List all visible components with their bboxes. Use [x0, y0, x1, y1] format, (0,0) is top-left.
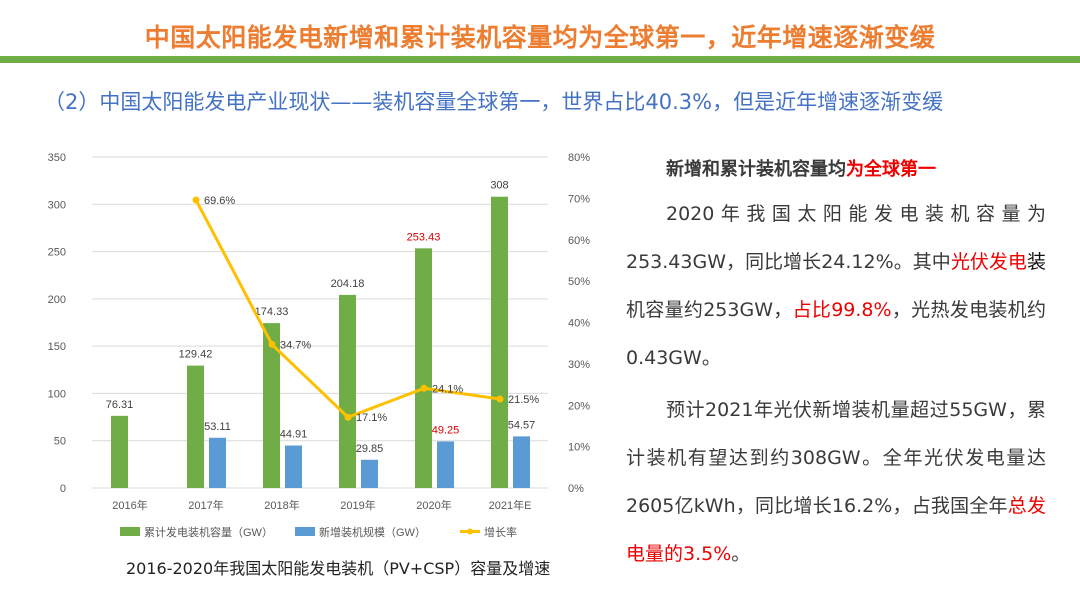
- bar-data-label: 308: [490, 180, 508, 192]
- y-right-tick-label: 20%: [568, 400, 590, 412]
- bar-cumulative: [491, 196, 508, 488]
- slide-subtitle: （2）中国太阳能发电产业现状——装机容量全球第一，世界占比40.3%，但是近年增…: [44, 90, 944, 114]
- y-left-tick-label: 350: [48, 152, 66, 164]
- y-right-tick-label: 60%: [568, 235, 590, 247]
- bar-data-label: 129.42: [179, 349, 213, 361]
- bar-data-label: 253.43: [407, 231, 441, 243]
- y-left-tick-label: 150: [48, 341, 66, 353]
- growth-rate-point: [192, 196, 200, 204]
- summary-heading: 新增和累计装机容量均为全球第一: [666, 150, 1046, 190]
- bar-data-label: 29.85: [356, 443, 384, 455]
- y-left-tick-label: 100: [48, 388, 66, 400]
- y-left-tick-label: 200: [48, 294, 66, 306]
- bar-data-label: 54.57: [508, 419, 536, 431]
- bar-new: [361, 459, 378, 488]
- text-segment: 机容量约253GW，: [626, 299, 793, 321]
- slide-title: 中国太阳能发电新增和累计装机容量均为全球第一，近年增速逐渐变缓: [144, 23, 936, 52]
- y-right-tick-label: 30%: [568, 359, 590, 371]
- bar-cumulative: [111, 415, 128, 488]
- text-segment: 为全球第一: [846, 159, 936, 180]
- line-data-label: 24.1%: [432, 383, 463, 395]
- x-tick-label: 2020年: [416, 498, 451, 512]
- y-left-tick-label: 0: [60, 483, 66, 495]
- legend-label: 累计发电装机容量（GW）: [144, 525, 273, 539]
- text-segment: 光伏发电: [950, 251, 1027, 273]
- text-segment: ，光热发电装机约0.43GW。: [626, 299, 1046, 369]
- y-right-tick-label: 70%: [568, 193, 590, 205]
- text-segment: 2020年我国太阳能发电装机容量为253.43GW，同比增长24.12%。其中: [626, 203, 1046, 273]
- line-data-label: 17.1%: [356, 412, 387, 424]
- legend-swatch: [120, 527, 140, 536]
- bar-cumulative: [263, 323, 280, 488]
- bar-cumulative: [187, 365, 204, 488]
- text-segment: 总发电量的3.5%: [626, 495, 1046, 565]
- growth-rate-point: [344, 413, 352, 421]
- bar-new: [437, 441, 454, 488]
- bar-data-label: 49.25: [432, 424, 460, 436]
- bar-new: [209, 437, 226, 488]
- text-segment: 装: [1026, 251, 1046, 273]
- x-tick-label: 2021年E: [489, 498, 532, 512]
- text-segment: 预计2021年光伏新增装机量超过55GW，累计装机有望达到约308GW。全年光伏…: [626, 399, 1046, 517]
- x-tick-label: 2019年: [340, 498, 375, 512]
- bar-cumulative: [339, 294, 356, 488]
- chart-title: 2016-2020年我国太阳能发电装机（PV+CSP）容量及增速: [126, 559, 551, 578]
- summary-paragraph: 2020年我国太阳能发电装机容量为253.43GW，同比增长24.12%。其中光…: [626, 190, 1046, 382]
- summary-paragraph: 预计2021年光伏新增装机量超过55GW，累计装机有望达到约308GW。全年光伏…: [626, 386, 1046, 578]
- bar-new: [513, 436, 530, 488]
- y-right-tick-label: 40%: [568, 318, 590, 330]
- summary-text: 新增和累计装机容量均为全球第一 2020年我国太阳能发电装机容量为253.43G…: [626, 150, 1046, 582]
- line-data-label: 21.5%: [508, 394, 539, 406]
- bar-data-label: 53.11: [204, 421, 231, 433]
- title-divider: [0, 56, 1080, 63]
- y-right-tick-label: 0%: [568, 483, 584, 495]
- y-right-tick-label: 80%: [568, 152, 590, 164]
- capacity-chart: 0 50 100 150 200 250 300 350 0% 10% 20% 30% 40% 50% 60…: [48, 152, 591, 539]
- bar-data-label: 44.91: [280, 429, 308, 441]
- bar-new: [285, 445, 302, 488]
- text-segment: 新增和累计装机容量均: [666, 159, 846, 180]
- line-data-label: 69.6%: [204, 195, 235, 207]
- text-segment: 占比99.8%: [792, 299, 892, 321]
- y-left-tick-label: 300: [48, 199, 66, 211]
- line-data-label: 34.7%: [280, 339, 311, 351]
- y-right-tick-label: 10%: [568, 442, 590, 454]
- y-right-tick-label: 50%: [568, 276, 590, 288]
- legend-label: 增长率: [484, 525, 517, 539]
- growth-rate-point: [496, 395, 504, 403]
- x-tick-label: 2017年: [188, 498, 223, 512]
- growth-rate-point: [420, 384, 428, 392]
- y-left-tick-label: 50: [54, 436, 66, 448]
- bar-cumulative: [415, 248, 432, 488]
- x-tick-label: 2018年: [264, 498, 299, 512]
- growth-rate-point: [268, 340, 276, 348]
- bar-data-label: 204.18: [331, 278, 365, 290]
- text-segment: 。: [731, 543, 751, 565]
- legend-swatch: [295, 527, 315, 536]
- bar-data-label: 174.33: [255, 306, 289, 318]
- y-left-tick-label: 250: [48, 247, 66, 259]
- legend-label: 新增装机规模（GW）: [319, 525, 426, 539]
- x-tick-label: 2016年: [112, 498, 147, 512]
- bar-data-label: 76.31: [106, 399, 134, 411]
- legend-marker: [467, 528, 473, 535]
